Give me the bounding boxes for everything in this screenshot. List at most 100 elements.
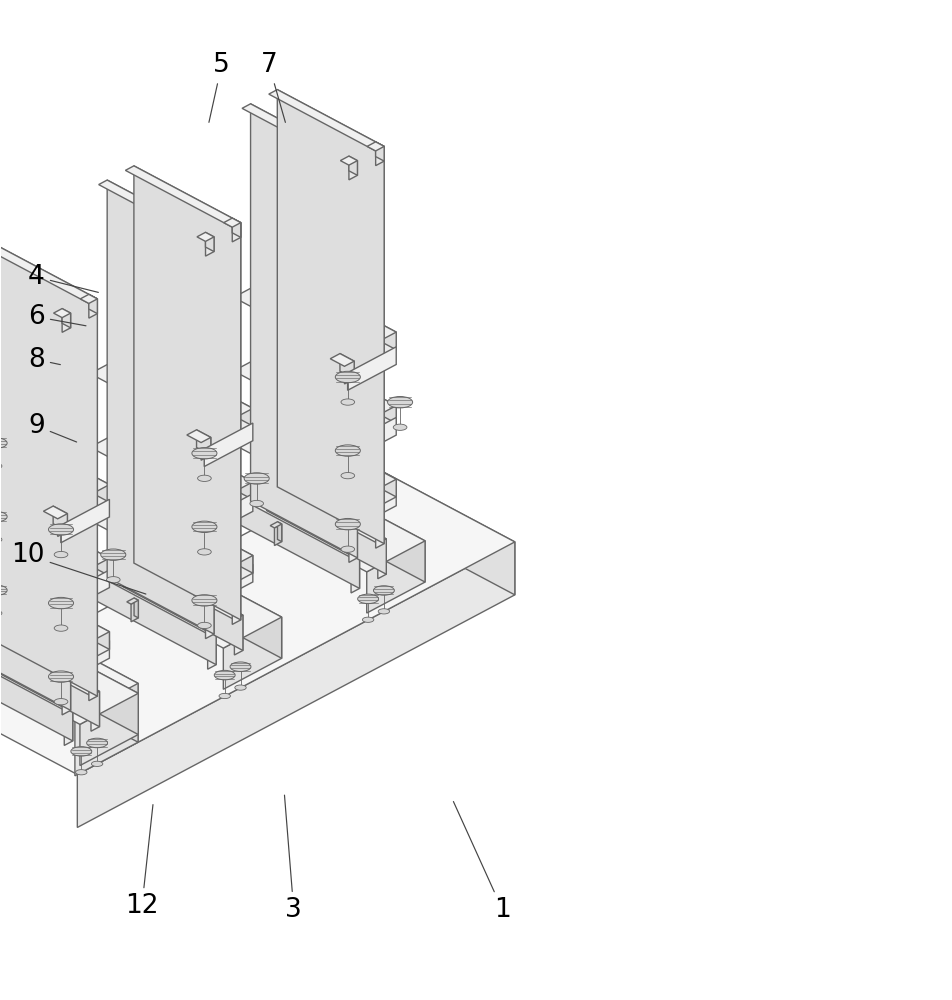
Ellipse shape: [341, 399, 355, 405]
Polygon shape: [267, 475, 387, 574]
Ellipse shape: [0, 463, 2, 469]
Polygon shape: [201, 434, 210, 622]
Polygon shape: [89, 299, 97, 701]
Polygon shape: [297, 328, 354, 541]
Polygon shape: [89, 294, 97, 314]
Polygon shape: [62, 313, 70, 715]
Polygon shape: [196, 430, 210, 455]
Text: 12: 12: [125, 805, 159, 919]
Polygon shape: [277, 90, 385, 544]
Polygon shape: [61, 499, 109, 543]
Polygon shape: [61, 558, 109, 602]
Text: 6: 6: [29, 304, 86, 330]
Polygon shape: [61, 570, 109, 613]
Polygon shape: [341, 156, 357, 165]
Ellipse shape: [0, 511, 7, 522]
Ellipse shape: [192, 448, 217, 459]
Polygon shape: [351, 553, 360, 593]
Ellipse shape: [235, 685, 247, 690]
Text: 8: 8: [29, 347, 60, 373]
Polygon shape: [80, 693, 138, 766]
Polygon shape: [347, 406, 396, 449]
Polygon shape: [232, 218, 241, 237]
Polygon shape: [53, 309, 70, 318]
Polygon shape: [234, 615, 243, 655]
Ellipse shape: [335, 518, 361, 530]
Polygon shape: [131, 600, 138, 622]
Polygon shape: [0, 571, 109, 658]
Ellipse shape: [87, 738, 108, 748]
Polygon shape: [232, 223, 241, 624]
Polygon shape: [197, 232, 214, 241]
Polygon shape: [347, 479, 396, 523]
Polygon shape: [44, 506, 68, 519]
Polygon shape: [89, 299, 97, 318]
Polygon shape: [61, 632, 109, 675]
Text: 5: 5: [208, 52, 230, 122]
Ellipse shape: [335, 445, 361, 456]
Polygon shape: [205, 408, 253, 452]
Ellipse shape: [249, 500, 264, 507]
Polygon shape: [88, 566, 216, 634]
Ellipse shape: [75, 770, 87, 775]
Polygon shape: [154, 404, 210, 617]
Polygon shape: [233, 419, 396, 505]
Polygon shape: [282, 419, 396, 497]
Polygon shape: [347, 332, 396, 376]
Ellipse shape: [387, 396, 412, 408]
Polygon shape: [378, 539, 387, 579]
Polygon shape: [282, 271, 396, 350]
Polygon shape: [367, 142, 385, 151]
Polygon shape: [349, 161, 357, 562]
Polygon shape: [62, 313, 70, 332]
Text: 4: 4: [29, 264, 98, 292]
Polygon shape: [258, 475, 387, 543]
Polygon shape: [345, 361, 354, 384]
Polygon shape: [250, 104, 357, 558]
Polygon shape: [347, 347, 396, 390]
Ellipse shape: [230, 662, 251, 671]
Polygon shape: [268, 90, 385, 151]
Polygon shape: [108, 180, 214, 634]
Polygon shape: [0, 424, 109, 502]
Polygon shape: [134, 598, 138, 618]
Polygon shape: [0, 498, 109, 584]
Polygon shape: [233, 271, 396, 358]
Polygon shape: [349, 161, 357, 180]
Polygon shape: [237, 472, 425, 572]
Polygon shape: [0, 424, 109, 510]
Polygon shape: [206, 237, 214, 256]
Polygon shape: [0, 608, 138, 742]
Polygon shape: [240, 489, 360, 588]
Ellipse shape: [198, 622, 211, 629]
Polygon shape: [224, 218, 241, 227]
Ellipse shape: [54, 551, 68, 558]
Polygon shape: [282, 345, 396, 423]
Polygon shape: [139, 495, 253, 573]
Text: 10: 10: [11, 542, 146, 594]
Polygon shape: [205, 482, 253, 525]
Polygon shape: [61, 641, 109, 684]
Text: 7: 7: [261, 52, 286, 122]
Polygon shape: [274, 524, 282, 546]
Polygon shape: [0, 628, 100, 727]
Polygon shape: [114, 552, 243, 620]
Polygon shape: [0, 242, 97, 696]
Ellipse shape: [49, 597, 73, 609]
Ellipse shape: [192, 595, 217, 606]
Polygon shape: [348, 156, 357, 175]
Polygon shape: [347, 417, 396, 461]
Polygon shape: [0, 242, 97, 303]
Polygon shape: [1, 480, 68, 516]
Ellipse shape: [49, 671, 73, 682]
Ellipse shape: [0, 438, 7, 448]
Ellipse shape: [0, 610, 2, 616]
Ellipse shape: [373, 586, 394, 595]
Ellipse shape: [198, 549, 211, 555]
Polygon shape: [90, 421, 253, 508]
Polygon shape: [123, 552, 243, 650]
Ellipse shape: [198, 475, 211, 481]
Text: 3: 3: [285, 795, 302, 923]
Ellipse shape: [192, 521, 217, 533]
Polygon shape: [206, 237, 214, 639]
